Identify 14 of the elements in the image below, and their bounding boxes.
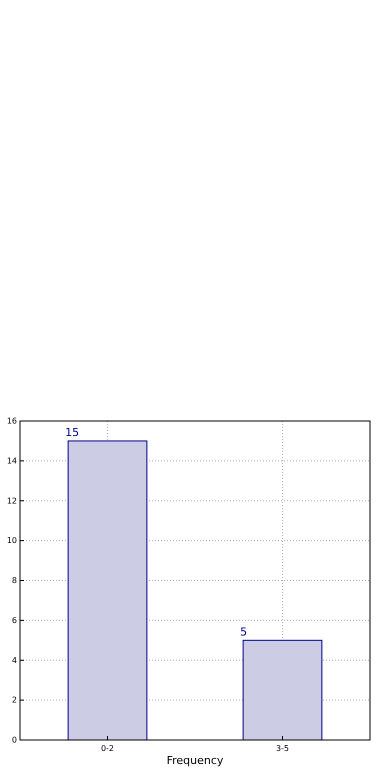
- y-tick-label: 16: [6, 416, 17, 426]
- y-tick-label: 4: [12, 656, 17, 665]
- y-tick-label: 8: [12, 576, 17, 586]
- y-tick-label: 14: [6, 456, 17, 466]
- y-tick-label: 6: [12, 616, 17, 625]
- y-tick-label: 10: [6, 536, 17, 546]
- x-tick-label: 0-2: [100, 744, 114, 753]
- y-tick-label: 12: [6, 496, 17, 506]
- x-tick-label: 3-5: [276, 744, 290, 753]
- y-tick-label: 2: [12, 696, 17, 705]
- x-axis-title: Frequency: [166, 754, 224, 767]
- data-label: 15: [65, 426, 80, 439]
- data-label: 5: [240, 625, 248, 638]
- y-tick-label: 0: [12, 736, 17, 745]
